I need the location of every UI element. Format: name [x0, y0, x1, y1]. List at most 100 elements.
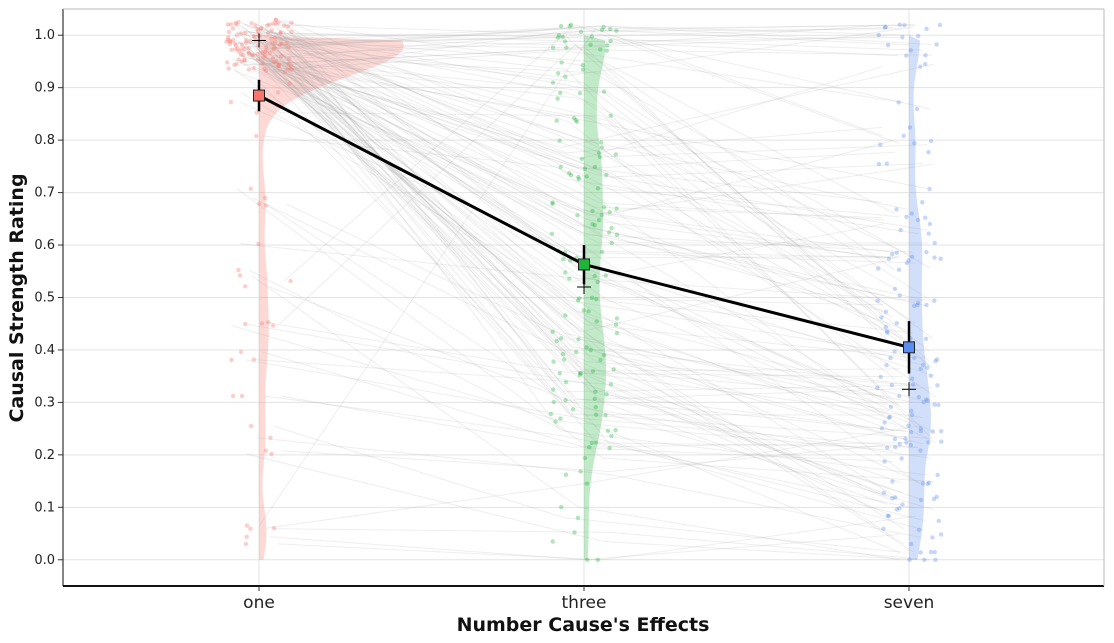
data-point-three	[595, 279, 600, 285]
data-point-three	[594, 296, 599, 302]
paired-line	[254, 53, 912, 443]
data-point-one	[243, 321, 248, 327]
paired-line	[270, 37, 895, 214]
data-point-three	[551, 387, 556, 392]
mean-marker-one	[253, 89, 265, 102]
data-point-three	[550, 45, 556, 50]
data-point-one	[234, 61, 239, 67]
data-point-seven	[933, 557, 938, 562]
data-point-seven	[886, 513, 891, 519]
paired-line	[232, 36, 909, 423]
data-point-seven	[936, 402, 941, 408]
data-point-one	[229, 357, 234, 363]
data-point-one	[255, 51, 260, 57]
data-point-one	[289, 29, 294, 34]
data-point-three	[589, 295, 595, 300]
paired-line	[249, 31, 908, 255]
data-point-three	[596, 150, 602, 156]
data-point-three	[578, 371, 584, 376]
data-point-one	[229, 47, 234, 52]
data-point-seven	[938, 532, 944, 537]
paired-line	[271, 46, 931, 352]
data-point-seven	[883, 324, 888, 330]
data-point-three	[608, 382, 614, 387]
paired-line	[260, 83, 918, 393]
data-point-one	[272, 45, 277, 50]
data-point-three	[604, 172, 609, 177]
data-point-three	[567, 276, 572, 281]
data-point-seven	[925, 398, 930, 403]
paired-line	[270, 56, 916, 264]
paired-line	[240, 22, 895, 380]
data-point-seven	[916, 33, 921, 39]
paired-line	[250, 40, 932, 439]
data-point-one	[254, 38, 259, 44]
paired-line	[246, 453, 918, 561]
data-point-one	[272, 59, 277, 65]
data-point-one	[269, 451, 274, 457]
data-point-one	[277, 42, 282, 47]
paired-line	[273, 46, 890, 412]
data-point-three	[604, 48, 609, 53]
data-point-seven	[934, 494, 939, 499]
paired-line	[248, 269, 926, 522]
data-point-three	[614, 316, 620, 321]
data-point-one	[225, 37, 231, 42]
data-point-seven	[887, 414, 893, 420]
data-point-seven	[881, 526, 886, 531]
data-point-three	[592, 396, 597, 401]
data-point-one	[250, 52, 255, 58]
paired-line	[241, 48, 933, 66]
data-point-one	[269, 28, 274, 33]
data-point-one	[264, 48, 269, 53]
data-point-one	[262, 66, 267, 72]
paired-line	[263, 24, 931, 110]
paired-line	[255, 359, 897, 499]
data-point-one	[269, 36, 274, 41]
data-point-seven	[918, 64, 923, 69]
paired-line	[252, 22, 903, 339]
data-point-seven	[925, 365, 930, 370]
data-point-one	[226, 35, 231, 40]
data-point-three	[590, 222, 595, 227]
paired-line	[242, 23, 883, 154]
data-point-three	[575, 298, 581, 303]
data-point-three	[589, 34, 595, 39]
data-point-one	[268, 435, 273, 440]
data-point-seven	[909, 254, 915, 259]
paired-line	[262, 351, 894, 462]
data-point-three	[613, 428, 618, 433]
paired-line	[234, 25, 913, 44]
data-point-seven	[918, 426, 923, 431]
data-point-one	[256, 241, 261, 247]
paired-line	[281, 444, 885, 473]
data-point-seven	[894, 507, 900, 512]
data-point-one	[258, 26, 263, 32]
data-point-seven	[937, 22, 943, 28]
data-point-one	[281, 23, 287, 28]
paired-line	[270, 25, 882, 203]
data-point-seven	[908, 429, 914, 435]
data-point-one	[251, 357, 256, 362]
paired-line	[239, 54, 883, 160]
data-point-three	[558, 164, 563, 170]
paired-line	[281, 395, 908, 448]
data-point-seven	[879, 315, 884, 320]
paired-line	[273, 43, 929, 476]
data-point-one	[230, 393, 236, 399]
paired-line	[236, 31, 900, 43]
data-point-three	[585, 557, 590, 562]
data-point-seven	[923, 336, 929, 341]
data-point-three	[555, 35, 560, 40]
data-point-one	[226, 66, 231, 71]
paired-line	[234, 70, 886, 260]
data-point-three	[563, 74, 568, 80]
data-point-seven	[908, 48, 913, 53]
data-point-three	[588, 347, 593, 353]
data-point-seven	[879, 426, 885, 431]
data-point-seven	[924, 249, 929, 255]
y-tick-label: 0.3	[34, 395, 55, 410]
data-point-one	[270, 21, 276, 26]
data-point-three	[608, 26, 613, 32]
